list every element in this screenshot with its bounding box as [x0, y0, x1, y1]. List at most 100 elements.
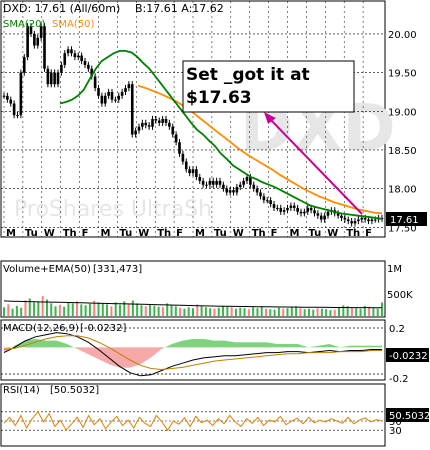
macd-histogram-segment [319, 343, 330, 348]
price-candle-body [110, 91, 114, 100]
macd-histogram-segment [245, 342, 256, 348]
price-candle-body [218, 180, 222, 185]
volume-bar [7, 304, 10, 316]
volume-bar [247, 309, 250, 316]
volume-bar [222, 305, 225, 316]
price-candle-body [265, 200, 269, 202]
price-candle-body [141, 122, 144, 127]
volume-bar [200, 306, 203, 316]
day-label: Tu [25, 228, 38, 239]
price-candle-body [242, 180, 245, 185]
price-candle-body [289, 205, 293, 208]
volume-bar [114, 302, 117, 316]
volume-bar [230, 307, 233, 316]
volume-bar [88, 303, 91, 316]
price-candle-body [19, 72, 23, 116]
price-candle-body [103, 95, 107, 104]
volume-bar [101, 303, 104, 316]
price-candle-body [178, 142, 181, 154]
day-label: F [176, 228, 183, 239]
volume-bar [372, 308, 375, 316]
annotation-arrow [267, 116, 363, 215]
price-candles [2, 23, 384, 227]
macd-title: MACD(12,26,9) [3, 323, 79, 334]
volume-bar [11, 308, 14, 316]
volume-bar [269, 309, 272, 316]
volume-bar [54, 306, 57, 316]
volume-bar [320, 308, 323, 316]
price-candle-body [100, 95, 104, 104]
volume-bar [37, 301, 40, 316]
macd-histogram-segment [46, 340, 57, 348]
macd-panel-frame [0, 319, 386, 381]
volume-bar [192, 308, 194, 316]
volume-bar [290, 307, 293, 316]
volume-bar [80, 304, 83, 316]
macd-histogram-segment [214, 340, 225, 348]
price-candle-body [66, 49, 70, 54]
price-candle-body [370, 219, 374, 222]
volume-bar [140, 305, 143, 316]
rsi-panel-frame [0, 383, 386, 447]
volume-bar [273, 309, 276, 316]
volume-bar [33, 302, 36, 316]
volume-bar [209, 308, 212, 316]
volume-bar [149, 304, 152, 316]
volume-bar [213, 308, 216, 316]
price-candle-body [171, 126, 175, 135]
volume-bar [325, 309, 328, 316]
price-candle-body [222, 184, 225, 189]
price-candle-body [215, 180, 218, 185]
day-label: F [365, 228, 372, 239]
rsi-title: RSI(14) [3, 385, 40, 396]
volume-bar [110, 306, 113, 316]
price-candle-body [357, 219, 360, 222]
volume-bar [118, 304, 121, 316]
price-candle-body [225, 188, 229, 193]
macd-signal-line [3, 335, 382, 371]
macd-histogram-segment [119, 347, 130, 368]
day-label: M [290, 228, 300, 239]
price-candle-body [319, 215, 323, 220]
price-candle-body [53, 72, 56, 85]
macd-histogram-segment [350, 345, 361, 348]
volume-bar [63, 306, 66, 316]
price-candle-body [191, 169, 195, 174]
price-candle-body [6, 95, 9, 100]
price-candle-body [90, 68, 94, 77]
volume-panel: Volume+EMA(50) [331,473] 1M 500K [0, 260, 413, 318]
price-candle-body [255, 188, 259, 193]
macd-histogram-segment [67, 343, 78, 350]
day-label: M [195, 228, 205, 239]
volume-bar [363, 305, 366, 316]
day-label: Th [346, 228, 360, 239]
volume-bar [303, 309, 306, 316]
volume-bar [24, 300, 27, 316]
annotation-arrow-head [264, 112, 276, 124]
macd-last-label: -0.0232 [389, 351, 428, 362]
rsi-panel: RSI(14) [50.5032] 705030 50.5032 [0, 383, 430, 447]
price-candle-body [161, 119, 164, 123]
macd-histogram-segment [151, 347, 162, 358]
price-tick-label: 19.00 [388, 107, 417, 118]
price-candle-body [12, 103, 16, 116]
day-label: F [271, 228, 278, 239]
price-candle-body [299, 211, 303, 214]
volume-bar [15, 305, 18, 316]
price-candle-body [29, 26, 33, 34]
volume-tick-1m: 1M [387, 264, 402, 275]
price-candle-body [164, 119, 168, 123]
price-candle-body [130, 84, 134, 135]
price-candle-body [208, 180, 212, 185]
price-candle-body [188, 169, 191, 174]
macd-tick-bottom: -0.2 [389, 374, 409, 385]
price-candle-body [124, 88, 127, 92]
volume-bar [243, 308, 246, 316]
volume-bar [131, 300, 134, 316]
volume-bar [187, 307, 190, 316]
volume-bar [71, 303, 74, 316]
price-candle-body [343, 217, 347, 220]
volume-bar [170, 305, 173, 316]
legend-sma20: SMA(20) [3, 19, 45, 30]
volume-bar [41, 296, 44, 316]
